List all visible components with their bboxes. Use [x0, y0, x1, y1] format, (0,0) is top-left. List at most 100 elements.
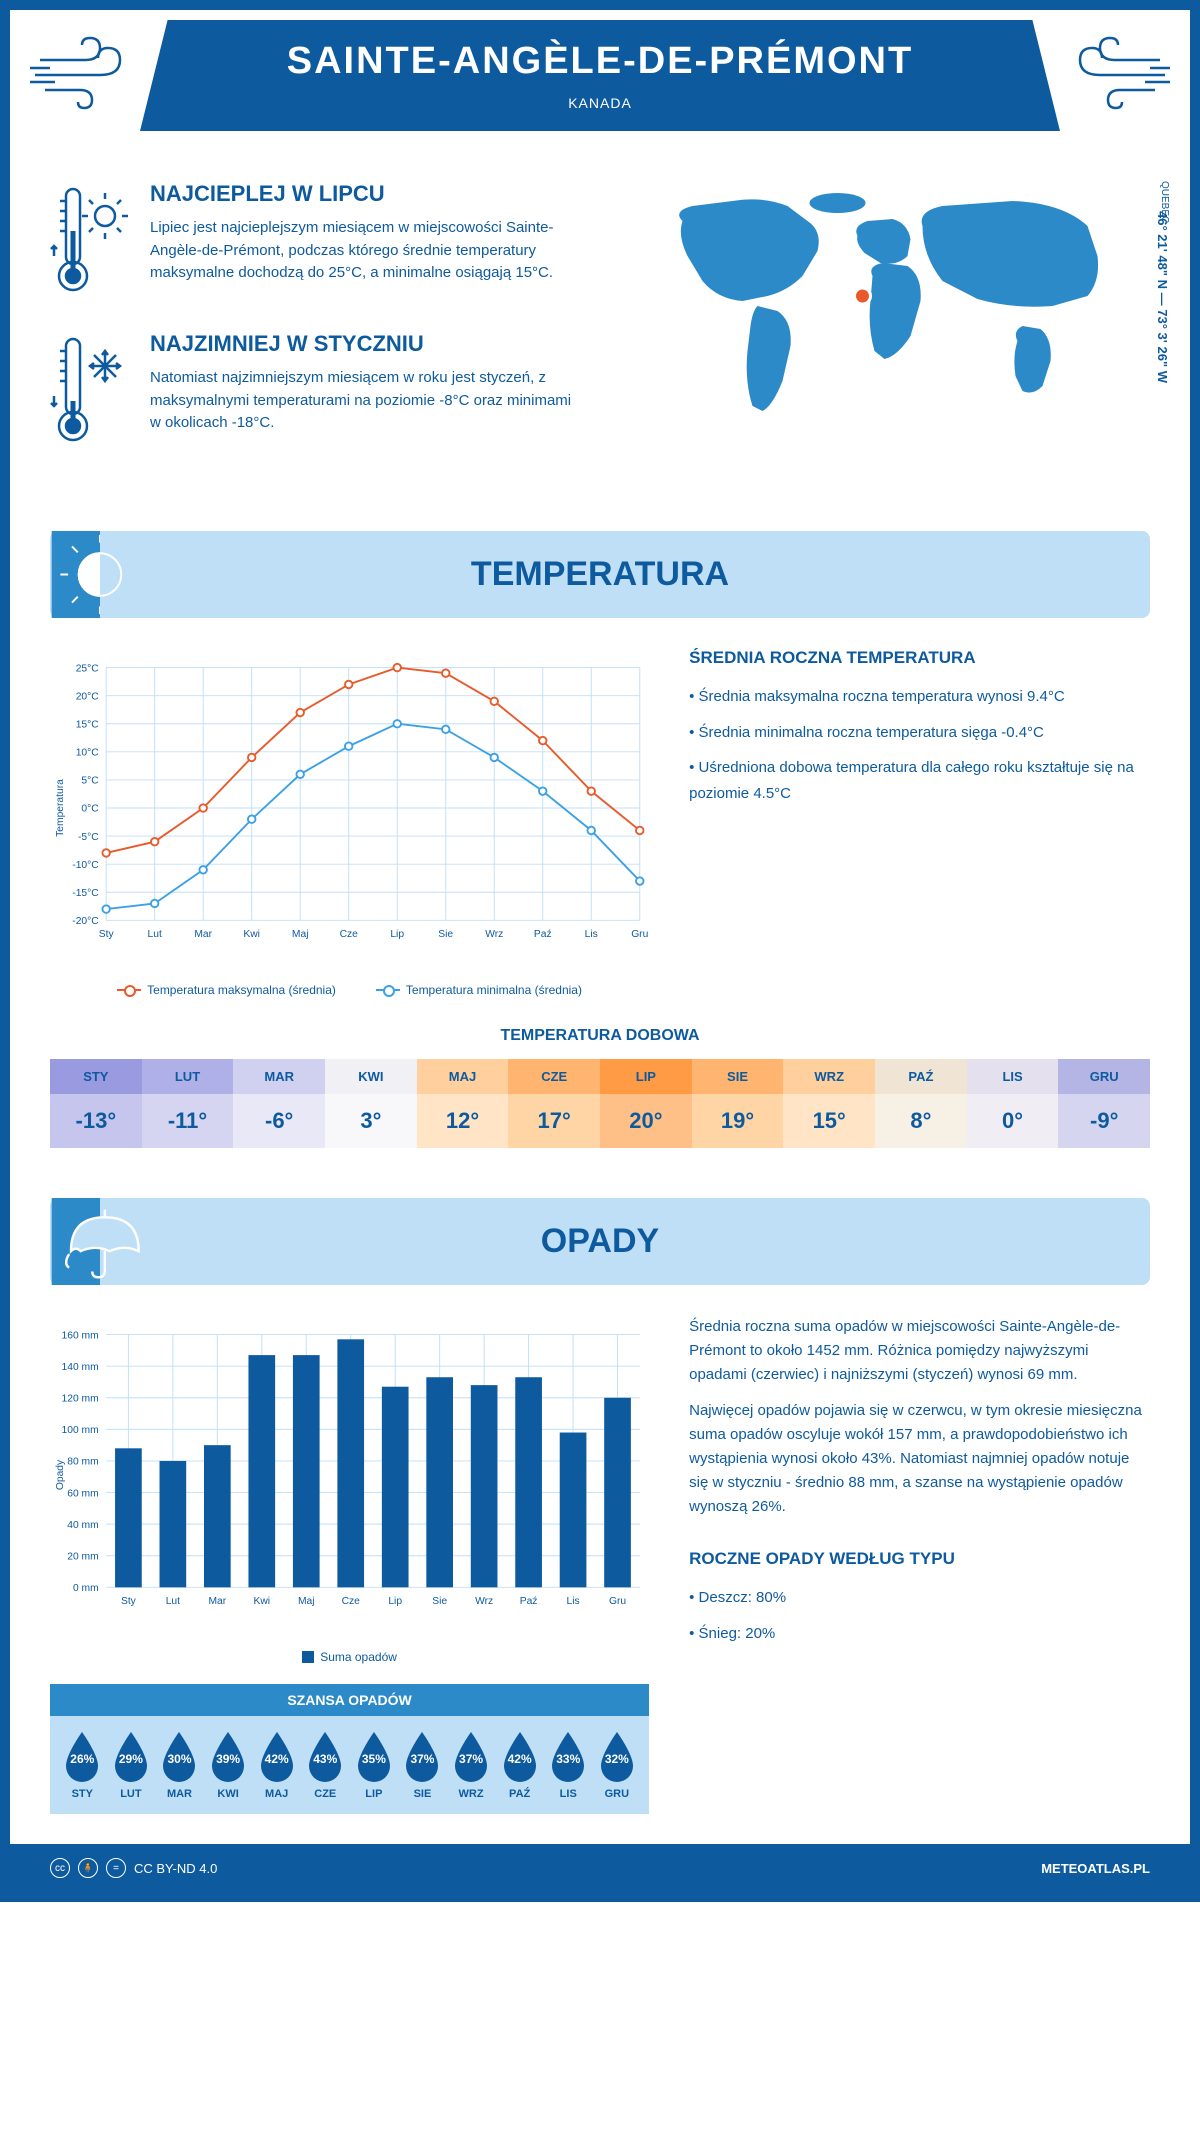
nd-icon: = [106, 1858, 126, 1878]
chance-cell: 30% MAR [155, 1730, 204, 1800]
precip-type-item: Śnieg: 20% [689, 1621, 1150, 1647]
svg-text:Cze: Cze [342, 1596, 361, 1607]
svg-text:0°C: 0°C [81, 804, 99, 815]
svg-text:-5°C: -5°C [78, 832, 99, 843]
svg-text:100 mm: 100 mm [62, 1425, 99, 1436]
temp-cell: STY -13° [50, 1059, 142, 1148]
temp-section-header: TEMPERATURA [50, 531, 1150, 618]
svg-text:15°C: 15°C [76, 719, 100, 730]
svg-text:Temperatura: Temperatura [55, 779, 66, 837]
temp-cell: MAR -6° [233, 1059, 325, 1148]
chance-cell: 32% GRU [593, 1730, 642, 1800]
temp-cell: LIP 20° [600, 1059, 692, 1148]
svg-text:120 mm: 120 mm [62, 1394, 99, 1405]
wind-icon-right [1050, 30, 1170, 110]
by-icon: 🧍 [78, 1858, 98, 1878]
temp-legend: .legend-line[style*='#e85a2a']::after{bo… [50, 983, 649, 997]
daily-temp-table: STY -13° LUT -11° MAR -6° KWI 3° MAJ 12°… [50, 1059, 1150, 1148]
svg-text:60 mm: 60 mm [67, 1488, 98, 1499]
country-label: KANADA [160, 95, 1040, 111]
warmest-body: Lipiec jest najcieplejszym miesiącem w m… [150, 217, 585, 285]
svg-text:Maj: Maj [292, 929, 309, 940]
chance-cell: 37% SIE [398, 1730, 447, 1800]
svg-text:Paź: Paź [520, 1596, 538, 1607]
coldest-text: NAJZIMNIEJ W STYCZNIU Natomiast najzimni… [150, 331, 585, 451]
svg-text:Kwi: Kwi [254, 1596, 271, 1607]
svg-text:Mar: Mar [194, 929, 212, 940]
temp-cell: SIE 19° [692, 1059, 784, 1148]
svg-text:Lip: Lip [390, 929, 404, 940]
svg-text:Sty: Sty [121, 1596, 137, 1607]
temp-section-body: -20°C-15°C-10°C-5°C0°C5°C10°C15°C20°C25°… [10, 648, 1190, 1027]
precip-section-body: 0 mm20 mm40 mm60 mm80 mm100 mm120 mm140 … [10, 1315, 1190, 1844]
temperature-line-chart: -20°C-15°C-10°C-5°C0°C5°C10°C15°C20°C25°… [50, 648, 649, 968]
temp-cell: GRU -9° [1058, 1059, 1150, 1148]
svg-text:20°C: 20°C [76, 691, 100, 702]
world-map [615, 181, 1150, 441]
temp-bullet: Średnia maksymalna roczna temperatura wy… [689, 684, 1150, 710]
header: SAINTE-ANGÈLE-DE-PRÉMONT KANADA [140, 20, 1060, 131]
header-wrap: SAINTE-ANGÈLE-DE-PRÉMONT KANADA [10, 10, 1190, 131]
svg-text:Sie: Sie [438, 929, 453, 940]
svg-text:-10°C: -10°C [72, 860, 99, 871]
temp-side-text: ŚREDNIA ROCZNA TEMPERATURA Średnia maksy… [689, 648, 1150, 997]
svg-text:-15°C: -15°C [72, 888, 99, 899]
temp-bullet: Uśredniona dobowa temperatura dla całego… [689, 755, 1150, 806]
chance-body: 26% STY 29% LUT 30% MAR 39% KWI [50, 1716, 649, 1814]
drop-icon: 26% [60, 1730, 104, 1782]
warmest-text: NAJCIEPLEJ W LIPCU Lipiec jest najcieple… [150, 181, 585, 301]
temp-cell: CZE 17° [508, 1059, 600, 1148]
drop-icon: 35% [352, 1730, 396, 1782]
temp-cell: MAJ 12° [417, 1059, 509, 1148]
chance-cell: 33% LIS [544, 1730, 593, 1800]
svg-text:Cze: Cze [340, 929, 359, 940]
temp-bullet-list: Średnia maksymalna roczna temperatura wy… [689, 684, 1150, 806]
chance-cell: 43% CZE [301, 1730, 350, 1800]
intro-left: NAJCIEPLEJ W LIPCU Lipiec jest najcieple… [50, 181, 585, 481]
svg-text:160 mm: 160 mm [62, 1330, 99, 1341]
drop-icon: 33% [546, 1730, 590, 1782]
svg-text:Sty: Sty [99, 929, 115, 940]
temp-chart-area: -20°C-15°C-10°C-5°C0°C5°C10°C15°C20°C25°… [50, 648, 649, 997]
precip-p1: Średnia roczna suma opadów w miejscowośc… [689, 1315, 1150, 1387]
precip-header-label: OPADY [541, 1222, 659, 1260]
svg-text:Opady: Opady [55, 1459, 66, 1490]
temp-side-title: ŚREDNIA ROCZNA TEMPERATURA [689, 648, 1150, 668]
svg-text:140 mm: 140 mm [62, 1362, 99, 1373]
warmest-block: NAJCIEPLEJ W LIPCU Lipiec jest najcieple… [50, 181, 585, 301]
legend-item: .legend-line[style*='#e85a2a']::after{bo… [117, 983, 336, 997]
chance-cell: 42% PAŹ [495, 1730, 544, 1800]
wind-icon-left [30, 30, 150, 110]
daily-temp-section: TEMPERATURA DOBOWA STY -13° LUT -11° MAR… [10, 1027, 1190, 1178]
legend-item: .legend-line[style*='#3ba0e6']::after{bo… [376, 983, 582, 997]
svg-text:10°C: 10°C [76, 748, 100, 759]
chance-cell: 35% LIP [350, 1730, 399, 1800]
precipitation-bar-chart: 0 mm20 mm40 mm60 mm80 mm100 mm120 mm140 … [50, 1315, 649, 1635]
svg-text:Maj: Maj [298, 1596, 315, 1607]
coldest-block: NAJZIMNIEJ W STYCZNIU Natomiast najzimni… [50, 331, 585, 451]
precip-side-text: Średnia roczna suma opadów w miejscowośc… [689, 1315, 1150, 1814]
warmest-title: NAJCIEPLEJ W LIPCU [150, 181, 585, 207]
thermometer-snow-icon [50, 331, 130, 451]
svg-text:Kwi: Kwi [243, 929, 260, 940]
precip-type-item: Deszcz: 80% [689, 1585, 1150, 1611]
drop-icon: 30% [157, 1730, 201, 1782]
chance-cell: 29% LUT [107, 1730, 156, 1800]
svg-text:Lis: Lis [585, 929, 598, 940]
page-title: SAINTE-ANGÈLE-DE-PRÉMONT [160, 40, 1040, 83]
temp-header-label: TEMPERATURA [471, 555, 729, 593]
intro-right: QUEBEC 46° 21' 48" N — 73° 3' 26" W [615, 181, 1150, 481]
temp-cell: WRZ 15° [783, 1059, 875, 1148]
sun-icon [50, 531, 150, 618]
svg-text:Lut: Lut [148, 929, 162, 940]
page: SAINTE-ANGÈLE-DE-PRÉMONT KANADA [0, 0, 1200, 1902]
svg-text:25°C: 25°C [76, 663, 100, 674]
svg-text:Lis: Lis [566, 1596, 579, 1607]
svg-text:-20°C: -20°C [72, 916, 99, 927]
coldest-title: NAJZIMNIEJ W STYCZNIU [150, 331, 585, 357]
precip-p2: Najwięcej opadów pojawia się w czerwcu, … [689, 1399, 1150, 1519]
svg-text:Lip: Lip [388, 1596, 402, 1607]
precip-legend-label: Suma opadów [320, 1650, 397, 1664]
chance-cell: 42% MAJ [252, 1730, 301, 1800]
temp-cell: PAŹ 8° [875, 1059, 967, 1148]
